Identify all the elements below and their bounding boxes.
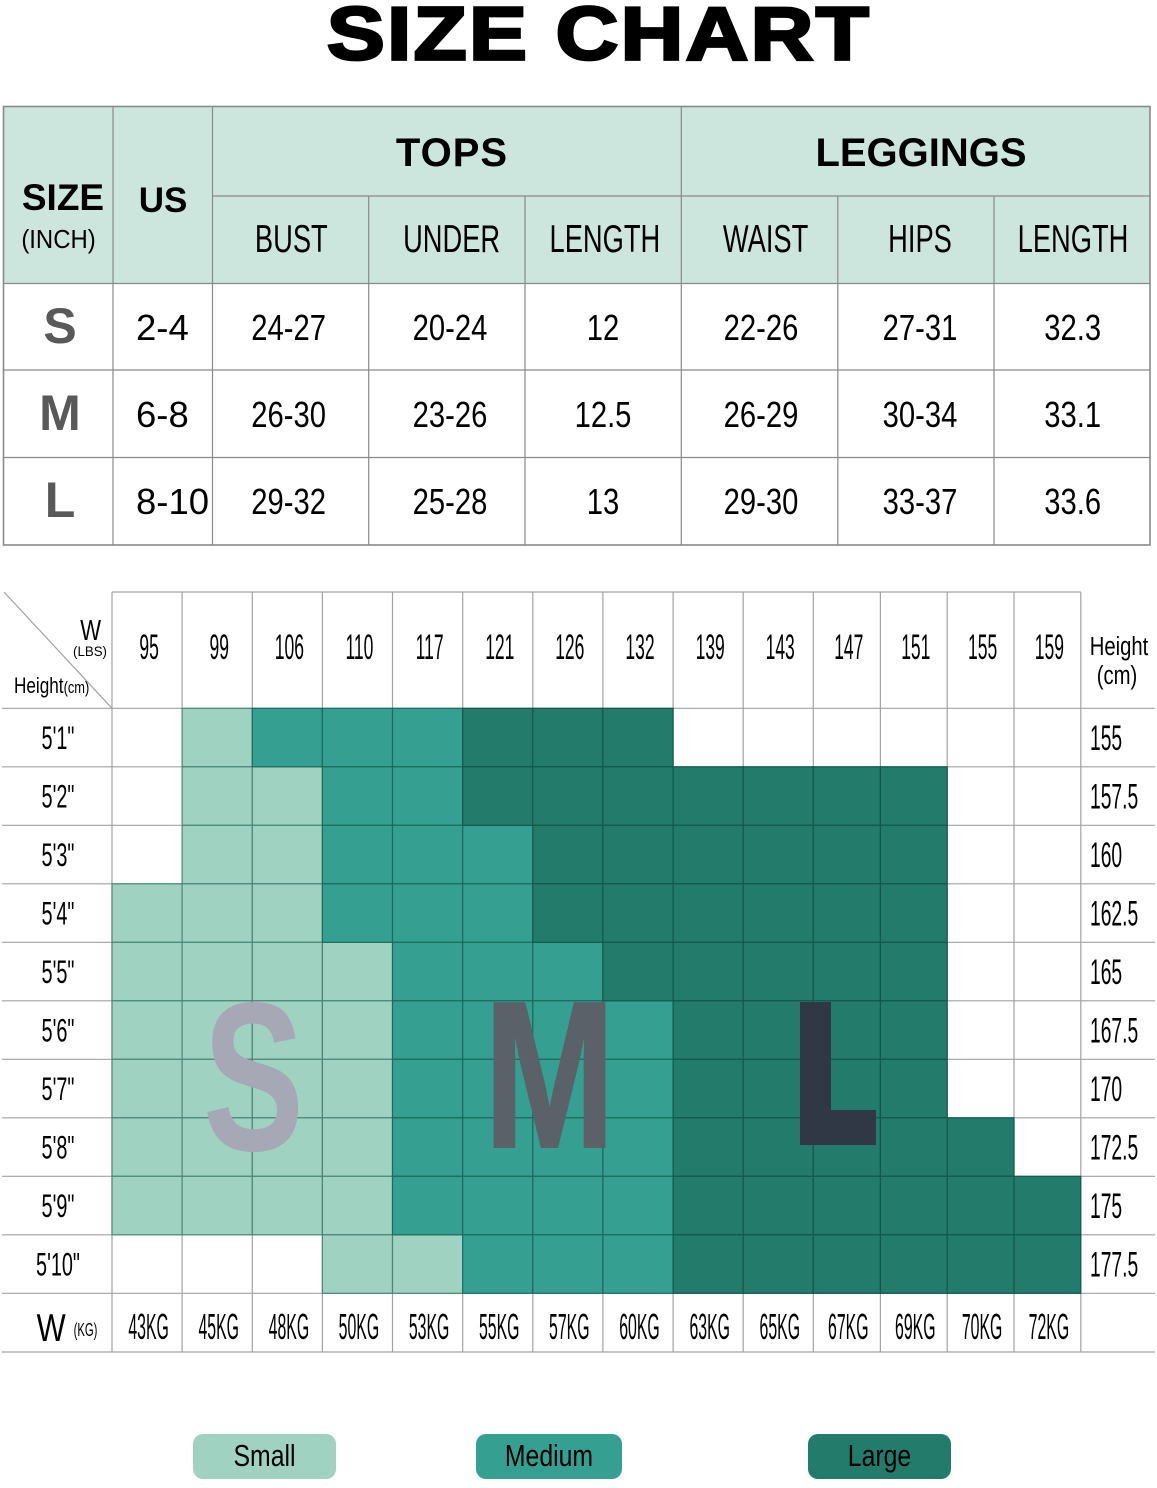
svg-text:50KG: 50KG (339, 1307, 379, 1347)
svg-text:BUST: BUST (255, 218, 328, 261)
svg-text:5'1": 5'1" (42, 720, 75, 756)
svg-text:25-28: 25-28 (413, 482, 488, 523)
svg-text:55KG: 55KG (479, 1307, 519, 1347)
svg-text:HIPS: HIPS (888, 218, 952, 261)
svg-text:29-32: 29-32 (251, 482, 326, 523)
svg-text:2-4: 2-4 (136, 307, 189, 348)
svg-text:155: 155 (1090, 718, 1122, 758)
svg-text:57KG: 57KG (549, 1307, 589, 1347)
svg-text:US: US (139, 181, 188, 220)
svg-text:121: 121 (485, 627, 514, 666)
svg-text:Small: Small (234, 1438, 296, 1472)
svg-text:12.5: 12.5 (575, 395, 632, 436)
svg-text:155: 155 (968, 627, 997, 666)
svg-text:33.1: 33.1 (1044, 395, 1101, 436)
svg-text:24-27: 24-27 (251, 308, 326, 349)
svg-text:23-26: 23-26 (413, 395, 488, 436)
svg-text:LENGTH: LENGTH (1018, 218, 1129, 261)
svg-text:L: L (45, 472, 76, 528)
svg-text:110: 110 (345, 627, 373, 666)
svg-text:8-10: 8-10 (136, 481, 209, 522)
svg-text:167.5: 167.5 (1090, 1010, 1138, 1050)
svg-text:53KG: 53KG (409, 1307, 449, 1347)
svg-text:72KG: 72KG (1029, 1307, 1069, 1347)
svg-text:5'2": 5'2" (42, 779, 75, 815)
svg-text:132: 132 (625, 627, 654, 666)
svg-text:162.5: 162.5 (1090, 893, 1138, 933)
svg-text:159: 159 (1035, 627, 1064, 666)
svg-text:M: M (39, 385, 81, 441)
svg-text:S: S (43, 298, 76, 354)
svg-text:12: 12 (587, 308, 619, 349)
svg-text:143: 143 (766, 627, 795, 666)
svg-text:172.5: 172.5 (1090, 1127, 1138, 1167)
svg-text:(cm): (cm) (1097, 661, 1138, 690)
svg-text:126: 126 (555, 627, 584, 666)
svg-text:TOPS: TOPS (396, 131, 508, 175)
svg-text:22-26: 22-26 (724, 308, 799, 349)
svg-text:5'4": 5'4" (42, 896, 75, 932)
svg-text:26-30: 26-30 (251, 395, 326, 436)
svg-text:Large: Large (848, 1438, 911, 1472)
svg-text:26-29: 26-29 (724, 395, 799, 436)
svg-text:30-34: 30-34 (883, 395, 958, 436)
svg-text:165: 165 (1090, 952, 1122, 992)
svg-text:Height: Height (1090, 632, 1149, 661)
svg-text:SIZE CHART: SIZE CHART (327, 0, 871, 76)
svg-text:5'5": 5'5" (42, 954, 75, 990)
svg-text:147: 147 (834, 627, 863, 666)
svg-text:177.5: 177.5 (1090, 1244, 1138, 1284)
svg-text:(LBS): (LBS) (73, 644, 107, 659)
svg-text:UNDER: UNDER (403, 218, 500, 261)
svg-text:67KG: 67KG (828, 1307, 868, 1347)
svg-text:5'8": 5'8" (42, 1130, 75, 1166)
svg-text:151: 151 (901, 627, 930, 666)
svg-text:45KG: 45KG (198, 1307, 238, 1347)
svg-text:Medium: Medium (505, 1438, 593, 1472)
svg-text:48KG: 48KG (269, 1307, 309, 1347)
svg-text:SIZE: SIZE (22, 177, 104, 218)
svg-text:WAIST: WAIST (723, 218, 808, 261)
svg-text:69KG: 69KG (895, 1307, 935, 1347)
svg-text:106: 106 (275, 627, 304, 666)
svg-text:LENGTH: LENGTH (550, 218, 661, 261)
svg-text:170: 170 (1090, 1069, 1122, 1109)
svg-text:5'10": 5'10" (36, 1247, 80, 1283)
svg-text:20-24: 20-24 (413, 308, 488, 349)
svg-text:S: S (203, 959, 304, 1196)
svg-text:43KG: 43KG (128, 1307, 168, 1347)
svg-text:63KG: 63KG (689, 1307, 729, 1347)
svg-text:29-30: 29-30 (724, 482, 799, 523)
svg-text:32.3: 32.3 (1044, 308, 1101, 349)
svg-text:33-37: 33-37 (883, 482, 958, 523)
svg-text:175: 175 (1090, 1186, 1122, 1226)
svg-text:(INCH): (INCH) (21, 225, 95, 254)
svg-text:27-31: 27-31 (883, 308, 958, 349)
svg-text:13: 13 (587, 482, 619, 523)
svg-text:W: W (37, 1307, 67, 1350)
svg-text:60KG: 60KG (619, 1307, 659, 1347)
svg-text:(KG): (KG) (74, 1320, 98, 1341)
svg-text:W: W (80, 615, 101, 647)
svg-text:5'3": 5'3" (42, 837, 75, 873)
svg-text:157.5: 157.5 (1090, 776, 1138, 816)
svg-text:139: 139 (696, 627, 725, 666)
svg-text:65KG: 65KG (760, 1307, 800, 1347)
svg-text:5'6": 5'6" (42, 1013, 75, 1049)
svg-text:95: 95 (139, 627, 158, 666)
svg-text:5'9": 5'9" (42, 1188, 75, 1224)
svg-text:M: M (484, 959, 615, 1193)
svg-text:70KG: 70KG (962, 1307, 1002, 1347)
svg-text:99: 99 (209, 627, 228, 666)
svg-text:33.6: 33.6 (1044, 482, 1101, 523)
svg-text:6-8: 6-8 (136, 394, 189, 435)
svg-text:160: 160 (1090, 835, 1122, 875)
svg-text:LEGGINGS: LEGGINGS (815, 131, 1026, 175)
svg-text:5'7": 5'7" (42, 1071, 75, 1107)
svg-text:117: 117 (416, 627, 444, 666)
